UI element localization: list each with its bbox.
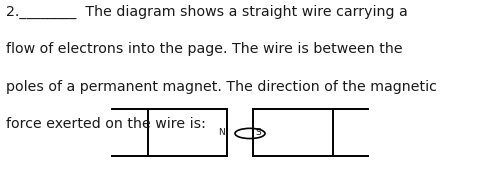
Text: force exerted on the wire is:: force exerted on the wire is: xyxy=(6,117,206,131)
Text: flow of electrons into the page. The wire is between the: flow of electrons into the page. The wir… xyxy=(6,42,402,56)
Text: N: N xyxy=(218,128,225,137)
Text: poles of a permanent magnet. The direction of the magnetic: poles of a permanent magnet. The directi… xyxy=(6,80,437,94)
Text: S: S xyxy=(255,128,261,137)
Text: 2.________  The diagram shows a straight wire carrying a: 2.________ The diagram shows a straight … xyxy=(6,5,408,19)
